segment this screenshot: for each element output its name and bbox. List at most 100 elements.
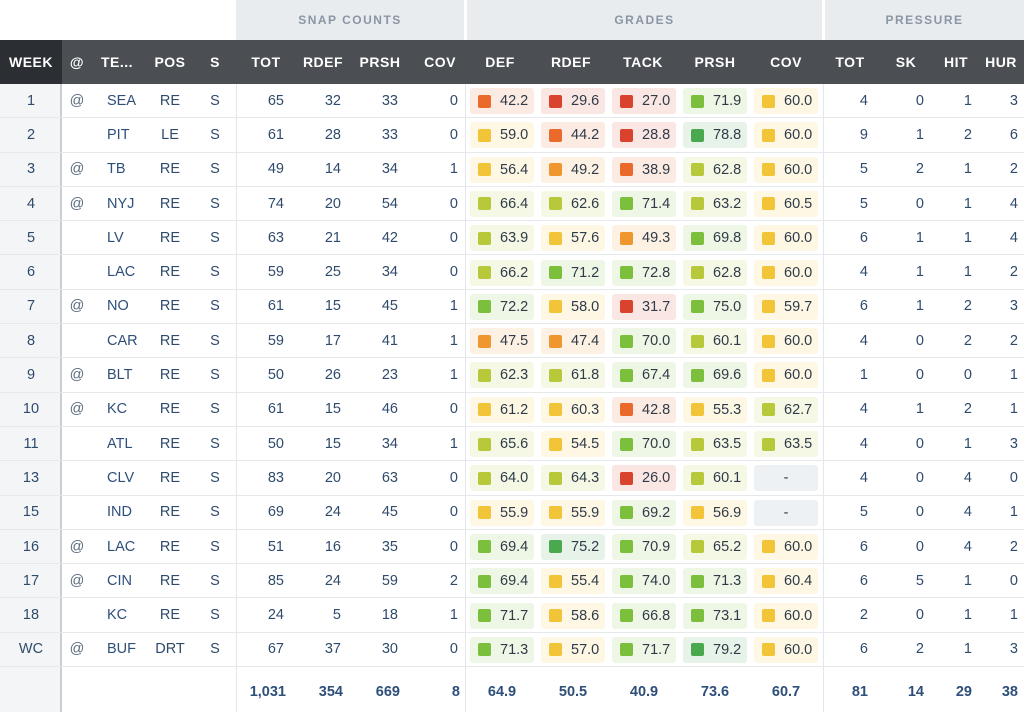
grade-badge: 60.0 (754, 259, 818, 286)
grade-value: 60.3 (571, 401, 600, 418)
team-link[interactable]: CAR (107, 332, 138, 349)
grade-badge: 72.2 (470, 293, 534, 320)
snap-total-cell: 61 (267, 126, 284, 143)
grade-color-swatch (620, 94, 633, 108)
team-link[interactable]: LV (107, 229, 124, 246)
sack-cell: 2 (915, 641, 924, 658)
column-header-tot-5[interactable]: TOT (251, 54, 281, 70)
total-ptot: 81 (851, 684, 868, 700)
column-header-rdef-6[interactable]: RDEF (302, 54, 344, 70)
grade-badge: 55.9 (470, 499, 534, 526)
column-header-cov-13[interactable]: COV (770, 54, 802, 70)
week-cell: 18 (22, 607, 40, 624)
hit-cell: 2 (963, 401, 972, 418)
grade-badge: 62.8 (683, 259, 747, 286)
table-row[interactable]: 16 @ LAC RE S 51 16 35 0 69.4 75.2 70.9 65.2 60.0 6 0 4 2 (0, 530, 1024, 565)
grade-color-swatch (478, 437, 491, 451)
grade-value: 60.0 (784, 230, 813, 247)
team-link[interactable]: BLT (107, 367, 133, 384)
team-link[interactable]: LAC (107, 538, 136, 555)
sack-cell: 0 (915, 469, 924, 486)
table-row[interactable]: 4 @ NYJ RE S 74 20 54 0 66.4 62.6 71.4 63.2 60.5 5 0 1 4 (0, 187, 1024, 222)
grade-value: 71.3 (500, 641, 529, 658)
table-row[interactable]: 3 @ TB RE S 49 14 34 1 56.4 49.2 38.9 62.8 60.0 5 2 1 2 (0, 153, 1024, 187)
team-link[interactable]: BUF (107, 641, 136, 658)
table-row[interactable]: 8 CAR RE S 59 17 41 1 47.5 47.4 70.0 60.1 60.0 4 0 2 2 (0, 324, 1024, 359)
column-header-tot-14[interactable]: TOT (835, 54, 865, 70)
grade-color-swatch (478, 403, 491, 417)
column-header-hur-17[interactable]: HUR (985, 54, 1017, 70)
grade-badge: 62.6 (541, 190, 605, 217)
column-header-pos-3[interactable]: POS (154, 54, 186, 70)
grade-value: 42.8 (642, 401, 671, 418)
grade-value: 47.5 (500, 333, 529, 350)
column-header-sk-15[interactable]: SK (895, 54, 917, 70)
week-column-background (0, 84, 62, 712)
table-row[interactable]: 9 @ BLT RE S 50 26 23 1 62.3 61.8 67.4 69.6 60.0 1 0 0 1 (0, 358, 1024, 393)
table-row[interactable]: 18 KC RE S 24 5 18 1 71.7 58.6 66.8 73.1 60.0 2 0 1 1 (0, 599, 1024, 633)
column-header-s-4[interactable]: S (210, 54, 220, 70)
grade-value: 71.2 (571, 264, 600, 281)
table-row[interactable]: 2 PIT LE S 61 28 33 0 59.0 44.2 28.8 78.8 60.0 9 1 2 6 (0, 118, 1024, 153)
grade-value: 55.3 (713, 401, 742, 418)
team-link[interactable]: CLV (107, 469, 135, 486)
column-header-cov-8[interactable]: COV (424, 54, 456, 70)
grade-badge: 60.0 (754, 636, 818, 663)
table-row[interactable]: 7 @ NO RE S 61 15 45 1 72.2 58.0 31.7 75.0 59.7 6 1 2 3 (0, 290, 1024, 325)
sack-cell: 0 (915, 435, 924, 452)
grade-badge: 73.1 (683, 602, 747, 629)
column-header-week-0[interactable]: WEEK (0, 40, 62, 84)
grade-value: 28.8 (642, 127, 671, 144)
column-header-rdef-10[interactable]: RDEF (550, 54, 592, 70)
column-header-prsh-12[interactable]: PRSH (694, 54, 736, 70)
table-row[interactable]: 17 @ CIN RE S 85 24 59 2 69.4 55.4 74.0 71.3 60.4 6 5 1 0 (0, 564, 1024, 599)
team-link[interactable]: LAC (107, 264, 136, 281)
away-marker (64, 461, 90, 494)
table-row[interactable]: WC @ BUF DRT S 67 37 30 0 71.3 57.0 71.7 79.2 60.0 6 2 1… (0, 633, 1024, 668)
grade-value: 69.6 (713, 367, 742, 384)
table-row[interactable]: 1 @ SEA RE S 65 32 33 0 42.2 29.6 27.0 71.9 60.0 4 0 1 3 (0, 84, 1024, 119)
separator (236, 84, 237, 712)
snap-cov-cell: 1 (449, 298, 458, 315)
table-row[interactable]: 6 LAC RE S 59 25 34 0 66.2 71.2 72.8 62.8 60.0 4 1 1 2 (0, 256, 1024, 290)
hit-cell: 1 (963, 641, 972, 658)
grade-color-swatch (620, 128, 633, 142)
column-header-tack-11[interactable]: TACK (623, 54, 663, 70)
column-header-te-2[interactable]: TE... (100, 54, 134, 70)
grade-color-swatch (478, 94, 491, 108)
team-link[interactable]: CIN (107, 572, 132, 589)
column-header-@-1[interactable]: @ (69, 54, 85, 70)
team-link[interactable]: SEA (107, 92, 137, 109)
pressure-total-cell: 4 (859, 264, 868, 281)
position-cell: DRT (155, 641, 185, 658)
team-link[interactable]: PIT (107, 126, 130, 143)
column-header-hit-16[interactable]: HIT (943, 54, 969, 70)
grade-value: 60.0 (784, 607, 813, 624)
team-link[interactable]: NYJ (107, 195, 135, 212)
team-link[interactable]: IND (107, 504, 132, 521)
team-link[interactable]: ATL (107, 435, 133, 452)
column-header-def-9[interactable]: DEF (485, 54, 515, 70)
grade-color-swatch (691, 368, 704, 382)
grade-color-swatch (691, 266, 704, 279)
table-row[interactable]: 11 ATL RE S 50 15 34 1 65.6 54.5 70.0 63.5 63.5 4 0 1 3 (0, 427, 1024, 462)
team-link[interactable]: TB (107, 161, 126, 178)
column-header-prsh-7[interactable]: PRSH (359, 54, 401, 70)
grade-color-swatch (549, 266, 562, 279)
team-link[interactable]: NO (107, 298, 129, 315)
grade-value: 29.6 (571, 93, 600, 109)
grade-color-swatch (691, 609, 704, 622)
grade-badge: 71.7 (612, 636, 676, 663)
table-row[interactable]: 13 CLV RE S 83 20 63 0 64.0 64.3 26.0 60.1 - 4 0 4 0 (0, 461, 1024, 496)
snap-rdef-cell: 15 (324, 435, 341, 452)
team-link[interactable]: KC (107, 401, 128, 418)
grade-badge: 71.2 (541, 259, 605, 286)
grade-color-swatch (762, 231, 775, 245)
table-row[interactable]: 5 LV RE S 63 21 42 0 63.9 57.6 49.3 69.8 60.0 6 1 1 4 (0, 221, 1024, 256)
snap-prsh-cell: 33 (381, 92, 398, 109)
team-link[interactable]: KC (107, 607, 128, 624)
total-prsh: 669 (375, 684, 400, 700)
table-row[interactable]: 10 @ KC RE S 61 15 46 0 61.2 60.3 42.8 55.3 62.7 4 1 2 1 (0, 393, 1024, 427)
grade-badge: 38.9 (612, 156, 676, 183)
table-row[interactable]: 15 IND RE S 69 24 45 0 55.9 55.9 69.2 56.9 - 5 0 4 1 (0, 496, 1024, 530)
